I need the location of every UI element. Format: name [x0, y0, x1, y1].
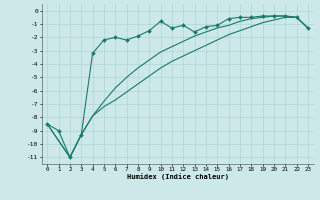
X-axis label: Humidex (Indice chaleur): Humidex (Indice chaleur)	[127, 174, 228, 180]
